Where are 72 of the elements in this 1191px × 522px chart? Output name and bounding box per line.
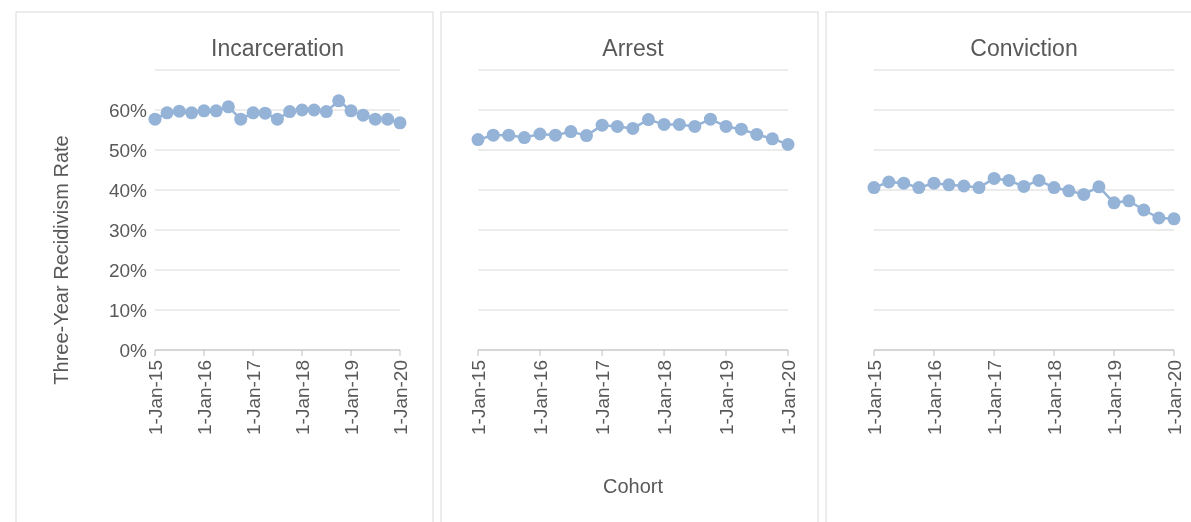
point [734,122,748,136]
point [972,181,986,195]
point [579,129,593,143]
point [1122,194,1136,208]
y-tick-label: 60% [108,99,148,121]
point [781,137,795,151]
point [957,179,971,193]
y-tick-label: 10% [108,299,148,321]
y-axis-title: Three-Year Recidivism Rate [50,135,72,385]
x-tick-label: 1-Jan-19 [340,360,362,435]
x-tick-label: 1-Jan-15 [863,360,885,435]
point [471,133,485,147]
x-tick-label: 1-Jan-18 [291,360,313,435]
point [719,119,733,133]
point [942,178,956,192]
point [517,131,531,145]
point [641,113,655,127]
x-tick-label: 1-Jan-20 [1163,360,1185,435]
point [927,176,941,190]
point [897,176,911,190]
point [867,181,881,195]
point [564,125,578,139]
point [548,128,562,142]
point [502,128,516,142]
x-tick-label: 1-Jan-17 [242,360,264,435]
point [610,119,624,133]
x-tick-label: 1-Jan-20 [389,360,411,435]
x-axis-title: Cohort [602,475,664,497]
point [1107,196,1121,210]
x-tick-label: 1-Jan-19 [1103,360,1125,435]
y-tick-label: 0% [119,339,148,361]
point [1032,173,1046,187]
point [1152,211,1166,225]
point [626,121,640,135]
x-tick-label: 1-Jan-19 [715,360,737,435]
x-tick-label: 1-Jan-16 [193,360,215,435]
y-tick-label: 30% [108,219,148,241]
point [912,181,926,195]
x-tick-label: 1-Jan-16 [529,360,551,435]
x-tick-label: 1-Jan-16 [923,360,945,435]
point [1002,173,1016,187]
y-tick-label: 50% [108,139,148,161]
point [703,112,717,126]
point [533,127,547,141]
chart-title: Incarceration [211,35,344,61]
point [1017,179,1031,193]
y-tick-label: 20% [108,259,148,281]
x-tick-label: 1-Jan-18 [653,360,675,435]
point [1167,212,1181,226]
x-tick-label: 1-Jan-17 [983,360,1005,435]
x-tick-label: 1-Jan-20 [777,360,799,435]
point [1047,181,1061,195]
point [595,118,609,132]
x-tick-label: 1-Jan-15 [467,360,489,435]
chart-title: Arrest [602,35,665,61]
point [765,132,779,146]
x-tick-label: 1-Jan-15 [144,360,166,435]
point [1062,184,1076,198]
point [1137,203,1151,217]
y-tick-label: 40% [108,179,148,201]
point [1077,187,1091,201]
point [1092,180,1106,194]
x-tick-label: 1-Jan-17 [591,360,613,435]
point [750,127,764,141]
point [688,119,702,133]
point [987,171,1001,185]
chart-title: Conviction [970,35,1078,61]
point [672,117,686,131]
x-tick-label: 1-Jan-18 [1043,360,1065,435]
point [657,117,671,131]
point [882,175,896,189]
point [486,128,500,142]
